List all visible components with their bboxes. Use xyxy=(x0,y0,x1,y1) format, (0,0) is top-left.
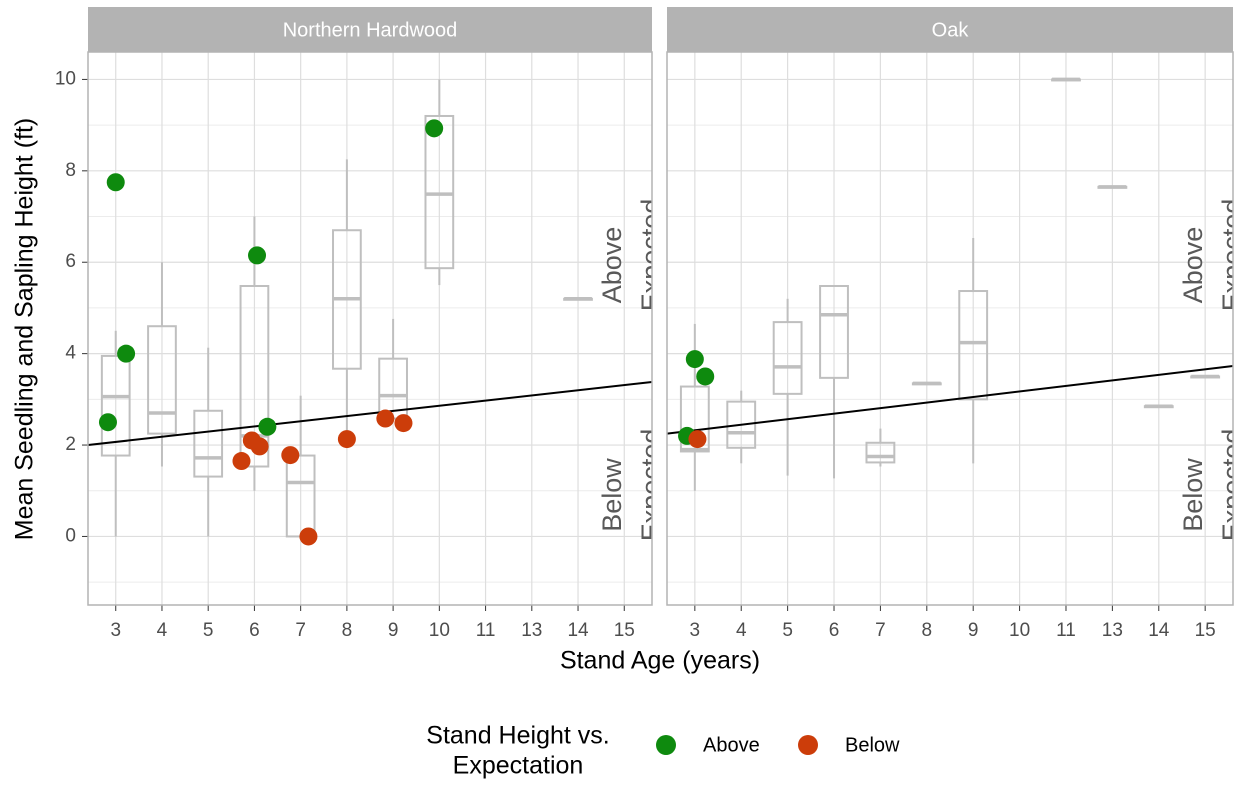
box xyxy=(100,354,131,457)
point xyxy=(688,430,707,449)
legend-title: Expectation xyxy=(453,752,584,780)
x-tick-label: 11 xyxy=(476,620,496,641)
annotation: Below xyxy=(597,458,627,532)
box xyxy=(147,325,177,435)
trend-line xyxy=(88,380,652,447)
annotation: Expected xyxy=(1217,429,1235,542)
x-tick-label: 9 xyxy=(968,620,979,641)
panel-border xyxy=(666,51,1234,606)
x-tick-label: 11 xyxy=(1056,620,1076,641)
point xyxy=(258,417,277,436)
x-tick-label: 5 xyxy=(782,620,793,641)
point xyxy=(425,119,444,138)
y-tick-label: 4 xyxy=(65,343,76,364)
panel-border xyxy=(87,51,653,606)
x-tick-label: 15 xyxy=(614,620,635,641)
point xyxy=(376,409,395,428)
plot-area: Above Expected Below Expected xyxy=(88,79,666,546)
point xyxy=(299,527,318,546)
box xyxy=(819,284,849,379)
annotation: Above xyxy=(597,227,627,304)
y-tick-label: 10 xyxy=(55,68,76,89)
x-tick-label: 13 xyxy=(521,620,542,641)
y-tick-label: 8 xyxy=(65,160,76,181)
x-tick-label: 6 xyxy=(829,620,840,641)
annotation: Expected xyxy=(1217,199,1235,312)
legend-swatch xyxy=(798,735,818,755)
box xyxy=(958,290,989,401)
point xyxy=(696,367,715,386)
x-tick-label: 3 xyxy=(690,620,701,641)
y-tick-label: 6 xyxy=(65,251,76,272)
point xyxy=(106,173,125,192)
x-tick-label: 10 xyxy=(1009,620,1030,641)
facet-strip xyxy=(667,7,1233,52)
point xyxy=(281,446,300,465)
facet-title: Oak xyxy=(932,19,970,41)
point xyxy=(394,414,413,433)
facet-title: Northern Hardwood xyxy=(283,19,458,41)
box xyxy=(424,114,455,270)
legend-swatch xyxy=(656,735,676,755)
box xyxy=(193,409,224,478)
y-tick-label: 2 xyxy=(65,434,76,455)
x-tick-label: 4 xyxy=(736,620,747,641)
annotation: Expected xyxy=(636,429,666,542)
x-tick-label: 4 xyxy=(157,620,168,641)
point xyxy=(117,344,136,363)
box xyxy=(239,284,270,468)
point xyxy=(685,350,704,369)
box xyxy=(726,400,757,449)
x-axis-title: Stand Age (years) xyxy=(560,647,760,675)
x-tick-label: 6 xyxy=(249,620,260,641)
x-tick-label: 15 xyxy=(1195,620,1216,641)
x-tick-label: 14 xyxy=(1148,620,1170,641)
x-tick-label: 13 xyxy=(1102,620,1123,641)
y-axis-title: Mean Seedling and Sapling Height (ft) xyxy=(11,118,39,541)
x-tick-label: 9 xyxy=(388,620,399,641)
x-tick-label: 7 xyxy=(295,620,306,641)
legend-title: Stand Height vs. xyxy=(426,722,609,750)
point xyxy=(242,431,261,450)
point xyxy=(98,413,117,432)
x-tick-label: 8 xyxy=(922,620,933,641)
x-tick-label: 7 xyxy=(875,620,886,641)
point xyxy=(337,430,356,449)
legend-label: Above xyxy=(703,734,760,756)
plot-area: Above Expected Below Expected xyxy=(667,77,1235,542)
box xyxy=(865,441,896,464)
annotation: Above xyxy=(1178,227,1208,304)
box xyxy=(772,321,803,395)
annotation: Below xyxy=(1178,458,1208,532)
point xyxy=(248,246,267,265)
x-tick-label: 3 xyxy=(110,620,121,641)
x-tick-label: 5 xyxy=(203,620,214,641)
point xyxy=(232,452,251,471)
facet-strip xyxy=(88,7,652,52)
y-tick-label: 0 xyxy=(65,525,76,546)
trend-line xyxy=(667,364,1233,435)
x-tick-label: 8 xyxy=(342,620,353,641)
annotation: Expected xyxy=(636,199,666,312)
legend-label: Below xyxy=(845,734,900,756)
box xyxy=(679,385,710,453)
x-tick-label: 14 xyxy=(567,620,589,641)
x-tick-label: 10 xyxy=(429,620,450,641)
